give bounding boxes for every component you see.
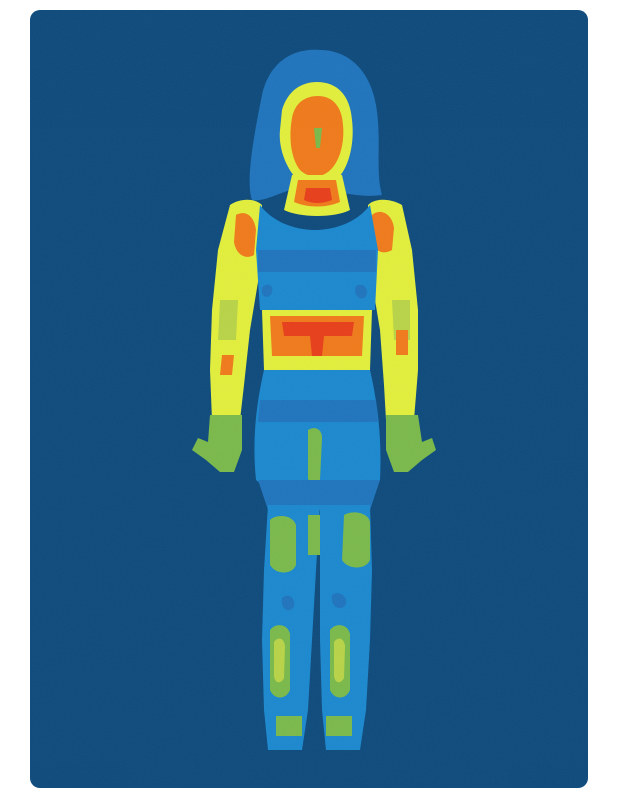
- grain-overlay: [30, 10, 588, 788]
- thermal-illustration: [30, 10, 588, 788]
- thermal-image-card: [30, 10, 588, 788]
